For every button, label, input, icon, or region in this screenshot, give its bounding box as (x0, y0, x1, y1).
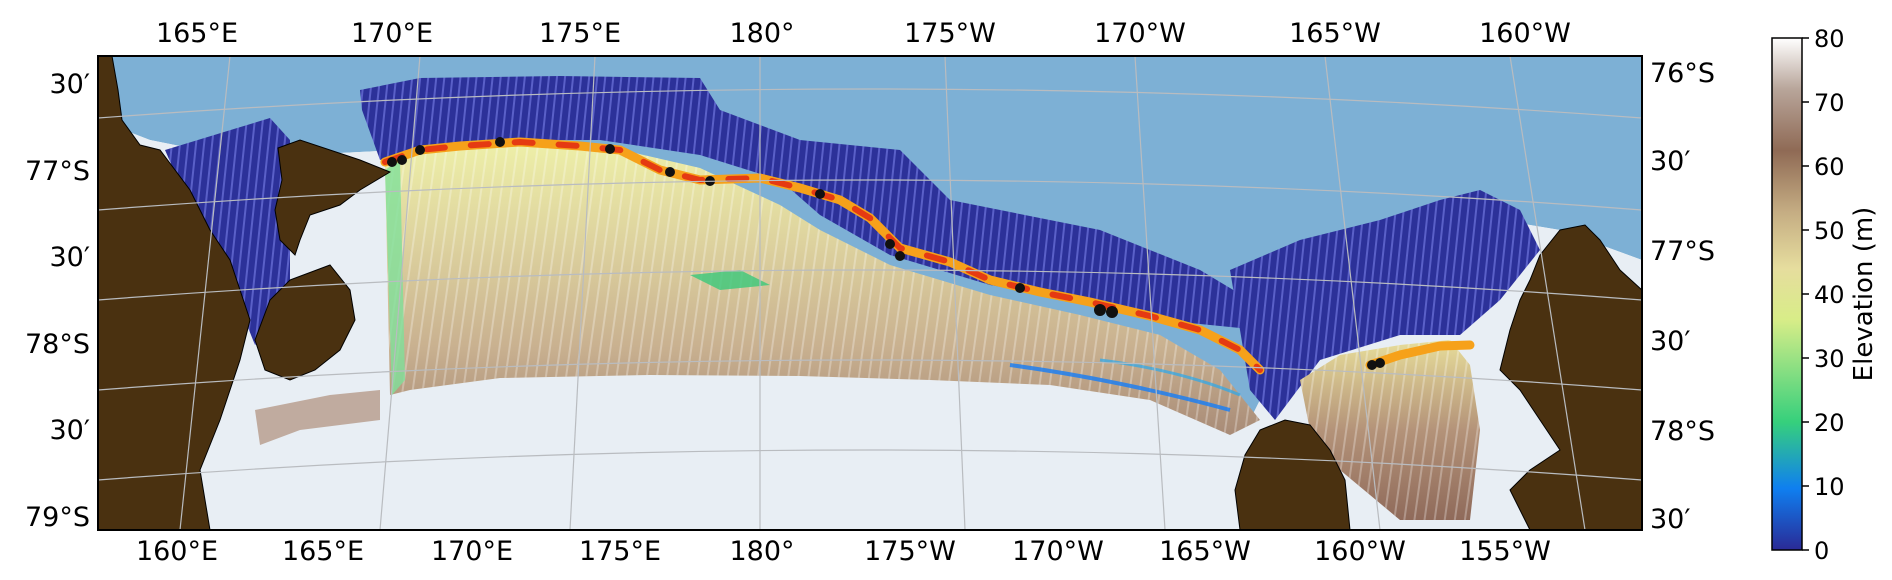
lon-labels-top: 165°E 170°E 175°E 180° 175°W 170°W 165°W… (156, 18, 1571, 49)
lon-label: 170°W (1012, 536, 1104, 567)
colorbar-tick-label: 0 (1814, 537, 1829, 565)
land-victoria-land (98, 56, 251, 530)
colorbar-tick-label: 30 (1814, 345, 1845, 373)
lat-label: 77°S (1650, 236, 1715, 267)
lat-label: 30′ (1650, 504, 1691, 535)
ice-front-line (380, 137, 1265, 375)
lat-label: 30′ (50, 69, 91, 100)
lon-label: 175°W (864, 536, 956, 567)
lon-label: 165°W (1289, 18, 1381, 49)
colorbar-ramp (1771, 37, 1803, 551)
lat-label: 78°S (25, 329, 90, 360)
lat-label: 30′ (50, 415, 91, 446)
lon-label: 175°E (539, 18, 621, 49)
lon-label: 160°E (136, 536, 218, 567)
map-frame (97, 55, 1643, 531)
lon-label: 180° (729, 536, 794, 567)
land-minna-bluff (254, 264, 356, 381)
colorbar-tick-label: 80 (1814, 25, 1845, 53)
channel-feature (1009, 363, 1231, 412)
lon-label: 160°W (1314, 536, 1406, 567)
lat-label: 76°S (1650, 58, 1715, 89)
lon-label: 170°E (351, 18, 433, 49)
lat-label: 78°S (1650, 416, 1715, 447)
lat-labels-right: 76°S 30′ 77°S 30′ 78°S 30′ (1650, 58, 1715, 535)
lon-label: 165°E (282, 536, 364, 567)
lat-label: 30′ (1650, 146, 1691, 177)
lat-label: 30′ (1650, 326, 1691, 357)
lon-label: 175°W (904, 18, 996, 49)
colorbar-tick-label: 10 (1814, 473, 1845, 501)
lon-label: 170°E (431, 536, 513, 567)
lat-label: 79°S (25, 502, 90, 533)
colorbar-tick-label: 20 (1814, 409, 1845, 437)
colorbar-tick-label: 50 (1814, 217, 1845, 245)
colorbar-tick-label: 70 (1814, 89, 1845, 117)
lat-label: 30′ (50, 242, 91, 273)
front-markers (387, 137, 1385, 370)
lon-label: 165°E (156, 18, 238, 49)
colorbar-title: Elevation (m) (1849, 207, 1879, 382)
lon-label: 170°W (1094, 18, 1186, 49)
lon-label: 155°W (1459, 536, 1551, 567)
lon-label: 165°W (1159, 536, 1251, 567)
colorbar-tick-label: 60 (1814, 153, 1845, 181)
low-elevation-swath-east (1230, 190, 1540, 420)
lon-label: 175°E (579, 536, 661, 567)
lon-label: 160°W (1479, 18, 1571, 49)
low-elevation-swath-central (360, 76, 1260, 330)
lat-labels-left: 30′ 77°S 30′ 78°S 30′ 79°S (25, 69, 90, 533)
land-ross-island (274, 139, 392, 256)
graticule (98, 56, 1642, 530)
lon-labels-bottom: 160°E 165°E 170°E 175°E 180° 175°W 170°W… (136, 536, 1551, 567)
land-roosevelt-island (1234, 419, 1351, 530)
lon-label: 180° (729, 18, 794, 49)
land-marie-byrd-land (1499, 224, 1642, 530)
colorbar: 80 70 60 50 40 30 20 10 0 Elevation (m) (1771, 25, 1879, 565)
lat-label: 77°S (25, 156, 90, 187)
colorbar-tick-label: 40 (1814, 281, 1845, 309)
map-panel (98, 56, 1642, 530)
colorbar-tick-marks (1802, 37, 1809, 551)
